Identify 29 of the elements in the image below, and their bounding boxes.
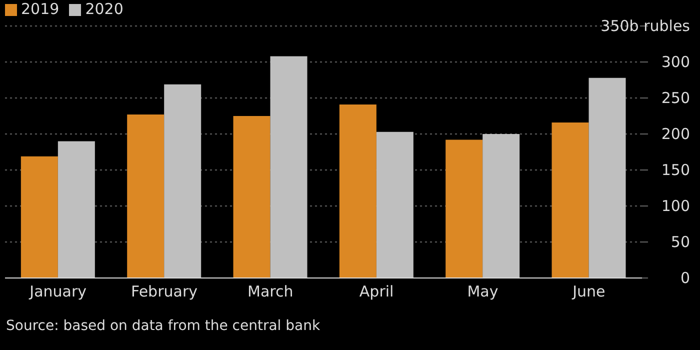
bar	[58, 141, 95, 278]
bar	[552, 122, 589, 278]
bar	[164, 84, 202, 278]
y-tick-label: 200	[661, 125, 690, 143]
y-tick-label: 50	[670, 233, 690, 251]
x-tick-label: May	[467, 282, 498, 301]
bar	[339, 104, 376, 278]
y-tick-label: 100	[661, 197, 690, 215]
x-tick-label: June	[572, 282, 606, 301]
legend-label: 2019	[21, 0, 60, 18]
y-tick-label: 300	[661, 53, 690, 71]
bar	[482, 134, 520, 278]
bar	[446, 140, 483, 278]
x-tick-label: April	[359, 282, 394, 301]
y-tick-label: 0	[680, 269, 690, 287]
y-tick-label: 250	[661, 89, 690, 107]
bar	[376, 132, 414, 278]
bar	[127, 114, 164, 278]
bar	[588, 78, 626, 278]
legend-label: 2020	[85, 0, 124, 18]
source-note: Source: based on data from the central bank	[6, 318, 320, 334]
y-tick-label: 350b rubles	[600, 17, 690, 35]
bar	[20, 156, 58, 278]
y-tick-label: 150	[661, 161, 690, 179]
bar	[233, 116, 270, 278]
bar	[270, 56, 308, 278]
x-tick-label: January	[28, 282, 87, 301]
x-tick-label: February	[131, 282, 198, 301]
x-tick-label: March	[248, 282, 294, 301]
